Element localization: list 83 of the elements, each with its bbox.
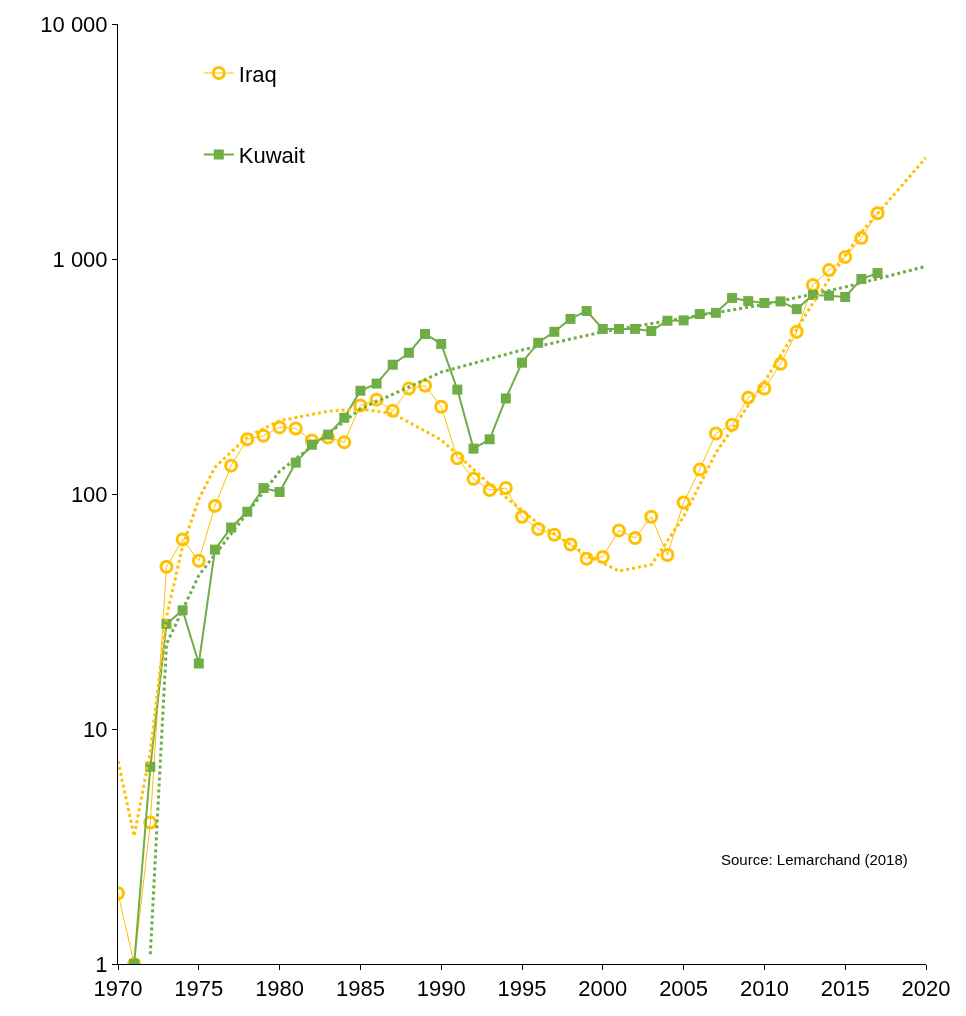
point: [515, 509, 529, 524]
y-tick-label: 1: [95, 951, 108, 977]
point: [870, 206, 885, 221]
y-tick-label: 10 000: [40, 11, 108, 37]
point: [757, 381, 772, 396]
point: [403, 347, 414, 358]
point: [611, 523, 626, 538]
point: [727, 292, 738, 303]
point: [838, 250, 853, 265]
point: [159, 559, 174, 574]
point: [191, 553, 206, 568]
point: [791, 304, 802, 315]
point: [371, 378, 382, 389]
point: [773, 356, 788, 371]
x-tick-label: 2005: [659, 976, 709, 1002]
x-tick-label: 2000: [578, 976, 628, 1002]
point: [547, 527, 562, 542]
point: [581, 305, 592, 316]
point: [579, 551, 594, 566]
point: [434, 399, 449, 414]
point: [355, 385, 366, 396]
y-tick-label: 1 000: [52, 246, 108, 272]
point: [321, 430, 336, 445]
point: [288, 421, 303, 436]
point: [676, 495, 691, 510]
point: [822, 263, 837, 278]
point: [565, 313, 576, 324]
legend-label: Kuwait: [238, 143, 305, 169]
x-tick-label: 1995: [497, 976, 547, 1002]
point: [482, 483, 497, 497]
point: [660, 548, 675, 563]
point: [498, 481, 513, 496]
legend-label: Iraq: [238, 61, 277, 87]
point: [466, 471, 481, 486]
point: [628, 530, 643, 545]
point: [385, 403, 400, 418]
x-tick-label: 1970: [93, 976, 143, 1002]
point: [725, 417, 740, 432]
y-tick-label: 10: [83, 716, 108, 742]
point: [741, 390, 756, 405]
point: [840, 292, 851, 303]
point: [468, 443, 479, 454]
point: [272, 420, 287, 435]
point: [789, 324, 804, 339]
point: [854, 231, 869, 246]
point: [418, 378, 433, 393]
point: [595, 549, 610, 564]
x-tick-label: 1975: [174, 976, 224, 1002]
point: [420, 328, 431, 339]
point: [872, 268, 883, 279]
point: [484, 434, 495, 445]
point: [563, 537, 578, 552]
point: [644, 509, 659, 524]
point: [207, 498, 222, 513]
point: [452, 384, 463, 395]
point: [805, 278, 820, 293]
point: [274, 486, 285, 497]
point: [450, 451, 465, 466]
point: [517, 357, 527, 368]
point: [549, 326, 560, 337]
point: [824, 290, 835, 301]
point: [193, 658, 204, 669]
point: [436, 338, 447, 349]
point: [240, 432, 255, 447]
point: [646, 325, 657, 336]
point: [175, 532, 190, 547]
point: [387, 359, 398, 370]
x-tick-label: 2015: [820, 976, 870, 1002]
point: [500, 393, 511, 404]
point: [256, 428, 271, 443]
x-tick-label: 1985: [335, 976, 385, 1002]
point: [743, 296, 754, 307]
x-tick-label: 1980: [255, 976, 305, 1002]
x-tick-label: 2010: [739, 976, 789, 1002]
x-tick-label: 2020: [901, 976, 951, 1002]
point: [708, 426, 723, 441]
y-tick-label: 100: [70, 481, 108, 507]
point: [224, 458, 239, 473]
x-tick-label: 1990: [416, 976, 466, 1002]
point: [337, 435, 352, 450]
point: [531, 521, 546, 536]
point: [692, 462, 707, 477]
annotation: Source: Lemarchand (2018): [721, 851, 908, 868]
